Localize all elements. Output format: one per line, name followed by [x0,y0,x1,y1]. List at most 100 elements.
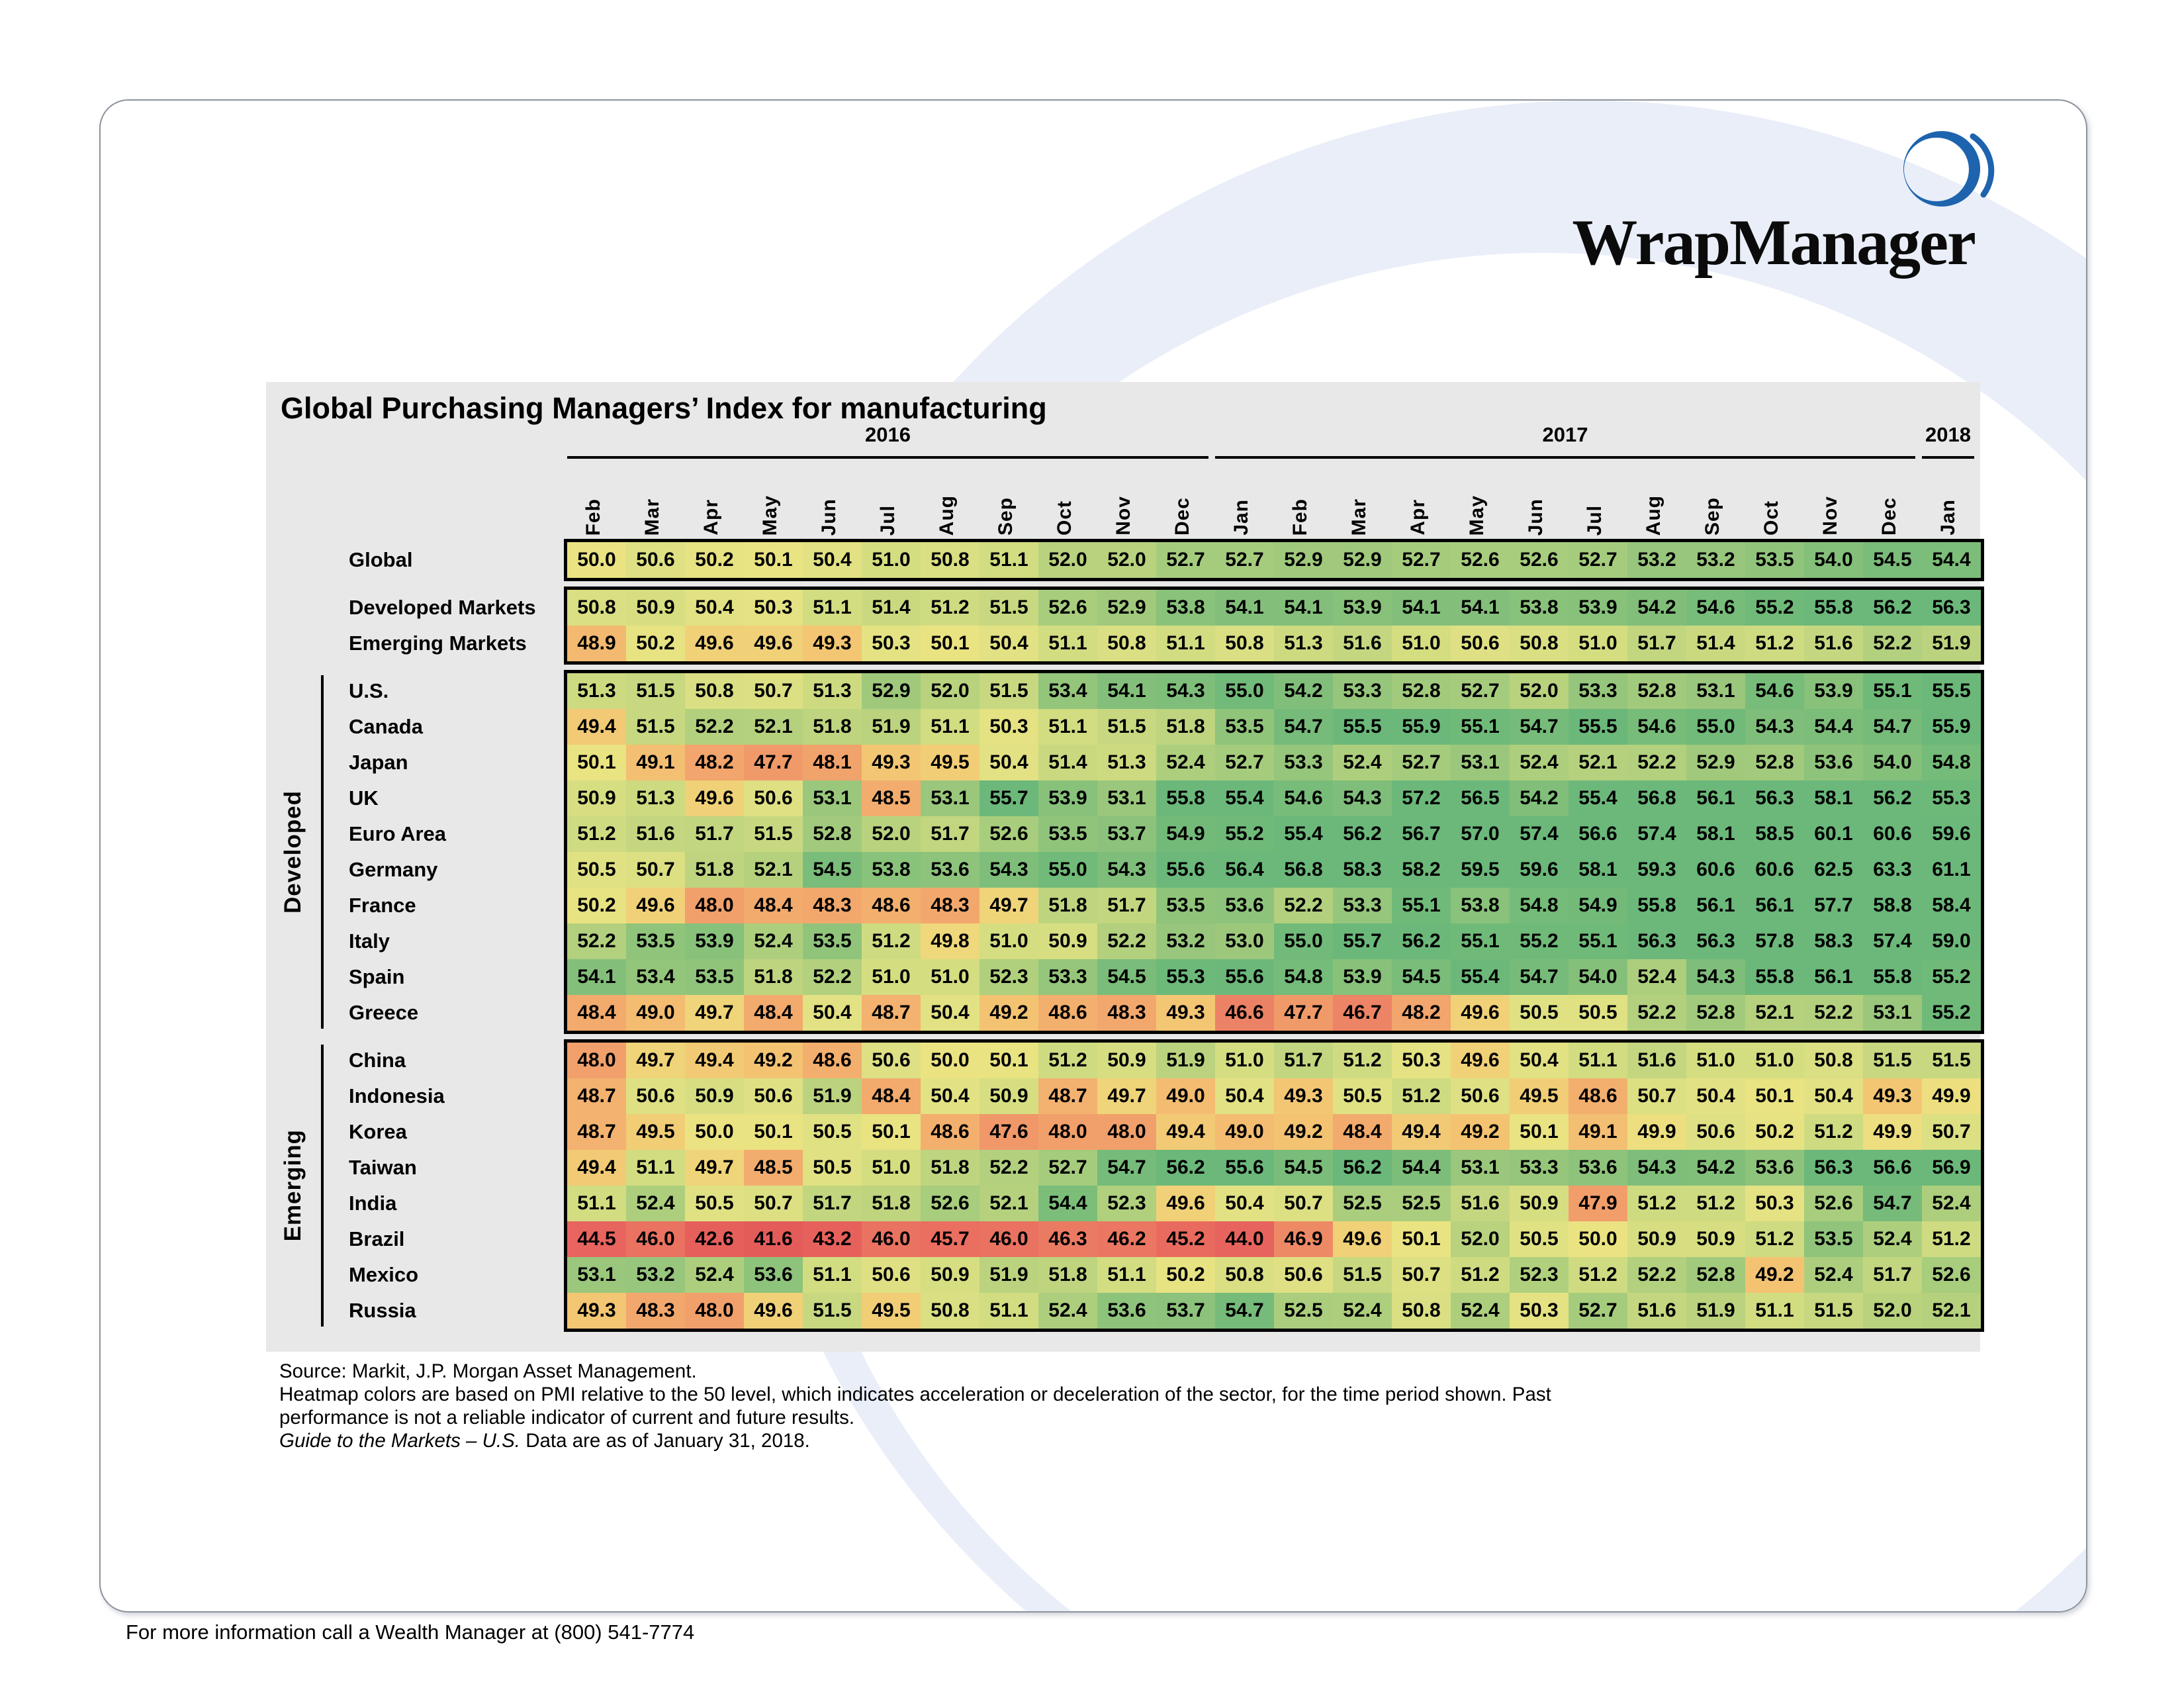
pmi-cell: 48.6 [803,1043,862,1078]
pmi-cell: 50.1 [567,745,626,780]
pmi-cell: 50.1 [744,542,803,578]
pmi-cell: 53.1 [1097,780,1156,816]
pmi-cell: 58.3 [1804,923,1863,959]
pmi-cell: 52.0 [1097,542,1156,578]
pmi-cell: 51.5 [626,673,685,709]
pmi-cell: 52.8 [1745,745,1804,780]
pmi-cell: 48.7 [862,995,921,1031]
pmi-cell: 60.1 [1804,816,1863,852]
pmi-cell: 52.2 [803,959,862,995]
group-label-emerging: Emerging [269,1039,318,1332]
pmi-cell: 51.4 [862,590,921,626]
pmi-cell: 52.0 [1038,542,1097,578]
pmi-cell: 50.4 [1686,1078,1745,1114]
pmi-cell: 52.4 [1333,1293,1392,1329]
pmi-cell: 51.2 [1745,1221,1804,1257]
pmi-cell: 55.1 [1451,923,1510,959]
year-label: 2018 [1925,423,1971,446]
pmi-cell: 52.2 [685,709,744,745]
pmi-cell: 51.8 [1156,709,1215,745]
row-label: Japan [349,751,408,774]
pmi-cell: 48.0 [685,1293,744,1329]
pmi-cell: 52.2 [1274,888,1333,923]
pmi-cell: 50.9 [567,780,626,816]
pmi-cell: 51.4 [1038,745,1097,780]
pmi-cell: 52.7 [1392,745,1451,780]
pmi-cell: 50.0 [685,1114,744,1150]
row-label: Emerging Markets [349,632,527,655]
pmi-cell: 54.3 [1156,673,1215,709]
month-label: Nov [1094,459,1153,539]
pmi-cell: 55.1 [1392,888,1451,923]
month-label-text: Mar [1347,498,1370,536]
pmi-cell: 54.7 [1097,1150,1156,1186]
pmi-cell: 49.2 [744,1043,803,1078]
pmi-cell: 49.6 [626,888,685,923]
pmi-cell: 49.6 [744,626,803,661]
row-label: Spain [349,965,405,988]
pmi-cell: 51.3 [567,673,626,709]
pmi-cell: 50.9 [1686,1221,1745,1257]
pmi-cell: 57.7 [1804,888,1863,923]
pmi-cell: 53.1 [567,1257,626,1293]
pmi-cell: 51.6 [626,816,685,852]
pmi-cell: 54.4 [1038,1186,1097,1221]
pmi-cell: 58.1 [1804,780,1863,816]
pmi-cell: 56.2 [1156,1150,1215,1186]
pmi-cell: 55.2 [1922,995,1981,1031]
pmi-cell: 50.1 [979,1043,1038,1078]
row-label: Indonesia [349,1084,445,1107]
row-label: Italy [349,929,390,953]
pmi-cell: 56.5 [1451,780,1510,816]
pmi-cell: 48.3 [626,1293,685,1329]
pmi-cell: 54.3 [1097,852,1156,888]
pmi-cell: 50.1 [1745,1078,1804,1114]
pmi-cell: 50.6 [862,1257,921,1293]
pmi-cell: 50.8 [1215,1257,1274,1293]
pmi-cell: 59.0 [1922,923,1981,959]
pmi-cell: 58.2 [1392,852,1451,888]
pmi-cell: 52.4 [685,1257,744,1293]
pmi-cell: 54.5 [1274,1150,1333,1186]
pmi-cell: 50.8 [1804,1043,1863,1078]
pmi-cell: 52.2 [1627,745,1686,780]
pmi-cell: 50.7 [1392,1257,1451,1293]
footnote-disclaimer-line1: Heatmap colors are based on PMI relative… [279,1383,1551,1405]
pmi-cell: 52.3 [979,959,1038,995]
month-label-text: Jul [876,504,899,536]
pmi-cell: 51.5 [803,1293,862,1329]
pmi-cell: 52.7 [1215,542,1274,578]
pmi-cell: 51.2 [921,590,979,626]
pmi-cell: 50.3 [1745,1186,1804,1221]
row-label: Korea [349,1120,407,1143]
pmi-cell: 49.9 [1922,1078,1981,1114]
pmi-cell: 51.1 [567,1186,626,1221]
pmi-cell: 45.2 [1156,1221,1215,1257]
pmi-cell: 54.7 [1215,1293,1274,1329]
pmi-cell: 53.1 [1451,745,1510,780]
pmi-cell: 52.4 [1922,1186,1981,1221]
pmi-cell: 51.6 [1333,626,1392,661]
pmi-cell: 56.3 [1922,590,1981,626]
pmi-cell: 53.4 [1038,673,1097,709]
month-label-text: Dec [1878,496,1900,536]
pmi-cell: 49.2 [1451,1114,1510,1150]
pmi-cell: 48.5 [862,780,921,816]
year-group-line [567,456,1208,459]
pmi-cell: 48.9 [567,626,626,661]
pmi-cell: 51.5 [1333,1257,1392,1293]
pmi-cell: 53.6 [1745,1150,1804,1186]
pmi-cell: 49.7 [685,995,744,1031]
pmi-cell: 49.5 [626,1114,685,1150]
pmi-cell: 49.6 [1451,1043,1510,1078]
pmi-cell: 52.6 [1510,542,1569,578]
group-label-text: Emerging [280,1129,306,1242]
row-label: Mexico [349,1263,419,1286]
month-label-text: Sep [1701,496,1723,536]
month-label: Apr [682,459,741,539]
pmi-cell: 46.3 [1038,1221,1097,1257]
pmi-cell: 51.0 [1392,626,1451,661]
pmi-cell: 50.4 [1510,1043,1569,1078]
row-label: Taiwan [349,1156,417,1179]
pmi-cell: 45.7 [921,1221,979,1257]
